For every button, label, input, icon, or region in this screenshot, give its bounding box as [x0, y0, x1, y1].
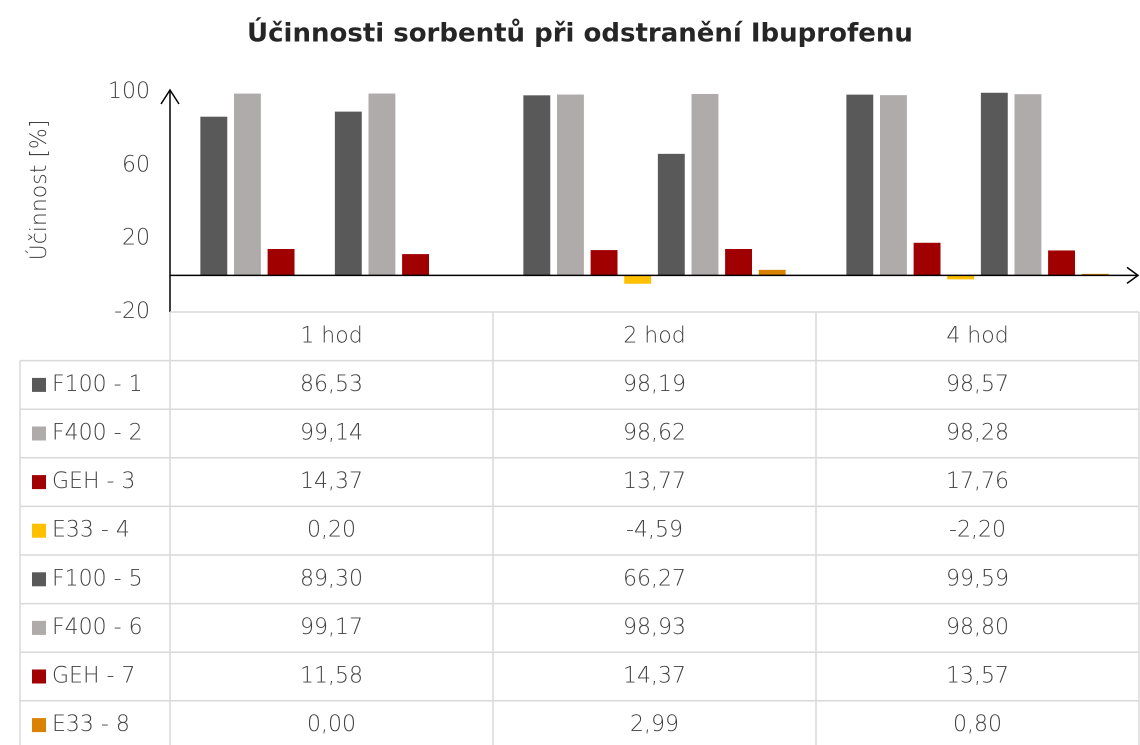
bar [1014, 94, 1042, 276]
bar [947, 275, 975, 280]
bar [758, 269, 786, 276]
table-cell: 89,30 [300, 566, 363, 591]
legend-swatch [32, 718, 46, 733]
bar [725, 248, 753, 276]
bar [402, 254, 430, 276]
y-axis-label: Účinnost [%] [26, 120, 52, 261]
bar [523, 95, 551, 276]
x-tick-label: 1 hod [300, 323, 362, 348]
y-tick-label: 100 [108, 79, 150, 104]
legend-swatch [32, 572, 46, 587]
legend-label: F100 - 1 [52, 372, 143, 397]
table-cell: 0,80 [953, 712, 1002, 737]
table-cell: 0,00 [307, 712, 356, 737]
bar [368, 93, 396, 276]
legend-label: F400 - 2 [52, 421, 143, 446]
legend-swatch [32, 377, 46, 392]
legend-label: GEH - 7 [52, 664, 135, 689]
legend-swatch [32, 620, 46, 635]
legend-label: E33 - 8 [52, 712, 130, 737]
legend-swatch [32, 669, 46, 684]
y-tick-label: -20 [114, 299, 150, 324]
y-axis-arrow [160, 88, 180, 105]
y-tick-label: 60 [122, 152, 150, 177]
table-cell: 13,77 [623, 469, 686, 494]
x-tick-label: 4 hod [946, 323, 1008, 348]
bar [624, 275, 652, 284]
table-cell: 99,14 [300, 421, 363, 446]
y-tick-label: 20 [122, 226, 150, 251]
table-cell: 2,99 [630, 712, 679, 737]
bar [691, 93, 719, 276]
legend-label: GEH - 3 [52, 469, 135, 494]
table-cell: 17,76 [946, 469, 1009, 494]
bar [980, 92, 1008, 276]
table-cell: 14,37 [300, 469, 363, 494]
bar [1048, 250, 1076, 276]
legend-label: F100 - 5 [52, 566, 143, 591]
legend-swatch [32, 523, 46, 538]
table-cell: 13,57 [946, 664, 1009, 689]
table-cell: 14,37 [623, 664, 686, 689]
bar [590, 250, 618, 276]
bar [334, 111, 362, 276]
legend-swatch [32, 426, 46, 441]
table-cell: 98,19 [623, 372, 686, 397]
table-cell: 66,27 [623, 566, 686, 591]
table-cell: 99,17 [300, 615, 363, 640]
table-cell: 98,28 [946, 421, 1009, 446]
legend-label: F400 - 6 [52, 615, 143, 640]
x-axis-arrow [1126, 266, 1140, 284]
table-cell: 86,53 [300, 372, 363, 397]
table-cell: -4,59 [626, 518, 683, 543]
table-cell: 98,62 [623, 421, 686, 446]
bar [657, 153, 685, 276]
table-cell: 98,93 [623, 615, 686, 640]
bar [556, 94, 584, 276]
legend-swatch [32, 475, 46, 490]
chart-title: Účinnosti sorbentů při odstranění Ibupro… [247, 17, 913, 49]
table-cell: 99,59 [946, 566, 1009, 591]
table-cell: 11,58 [300, 664, 363, 689]
x-tick-label: 2 hod [623, 323, 685, 348]
table-cell: 98,80 [946, 615, 1009, 640]
table-cell: 98,57 [946, 372, 1009, 397]
bar [267, 248, 295, 276]
bar [233, 93, 261, 276]
bar [913, 242, 941, 276]
legend-label: E33 - 4 [52, 518, 130, 543]
bar [846, 94, 874, 276]
bar [879, 95, 907, 276]
bar [200, 116, 228, 276]
table-cell: 0,20 [307, 518, 356, 543]
table-cell: -2,20 [949, 518, 1006, 543]
